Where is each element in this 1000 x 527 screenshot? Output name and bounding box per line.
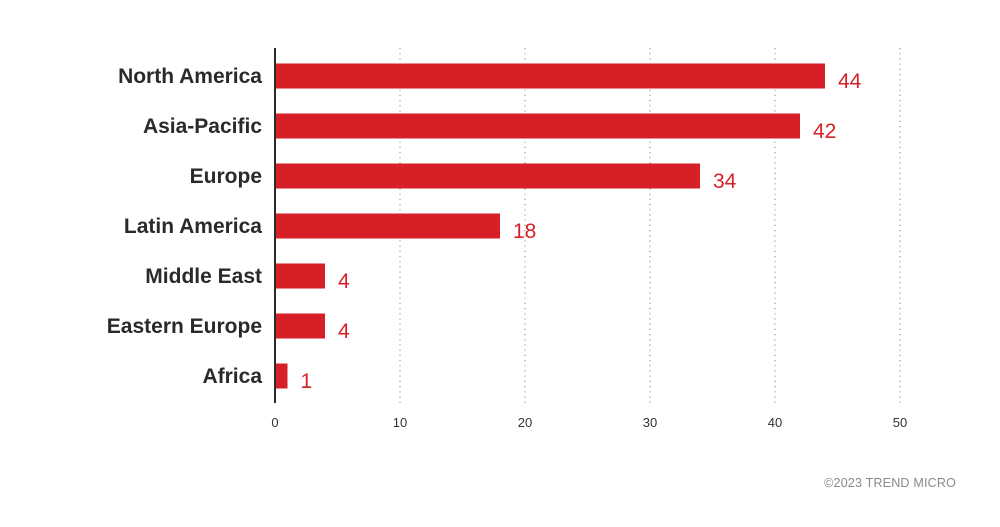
value-label-2: 34 [713,170,737,193]
bar-1 [276,113,800,139]
category-labels: North America Asia-Pacific Europe Latin Ame… [107,65,263,388]
category-label-2: Europe [190,165,262,188]
x-tick-label-50: 50 [893,415,907,430]
copyright-text: ©2023 TREND MICRO [824,476,956,490]
value-label-6: 1 [301,370,313,393]
category-label-5: Eastern Europe [107,315,262,338]
value-label-0: 44 [838,70,862,93]
value-label-5: 4 [338,320,350,343]
category-label-1: Asia-Pacific [143,115,262,138]
bar-0 [276,63,825,89]
bar-3 [276,213,500,239]
value-label-3: 18 [513,220,536,243]
x-tick-label-20: 20 [518,415,532,430]
value-label-1: 42 [813,120,836,143]
bars [276,63,825,389]
x-tick-label-30: 30 [643,415,657,430]
x-axis-ticks: 0 10 20 30 40 50 [271,415,907,430]
bar-5 [276,313,325,339]
bar-2 [276,163,700,189]
x-tick-label-40: 40 [768,415,782,430]
bar-6 [276,363,288,389]
x-tick-label-0: 0 [271,415,278,430]
bar-4 [276,263,325,289]
category-label-4: Middle East [145,265,262,288]
x-tick-label-10: 10 [393,415,407,430]
category-label-0: North America [118,65,262,88]
category-label-6: Africa [202,365,262,388]
category-label-3: Latin America [124,215,262,238]
value-label-4: 4 [338,270,350,293]
